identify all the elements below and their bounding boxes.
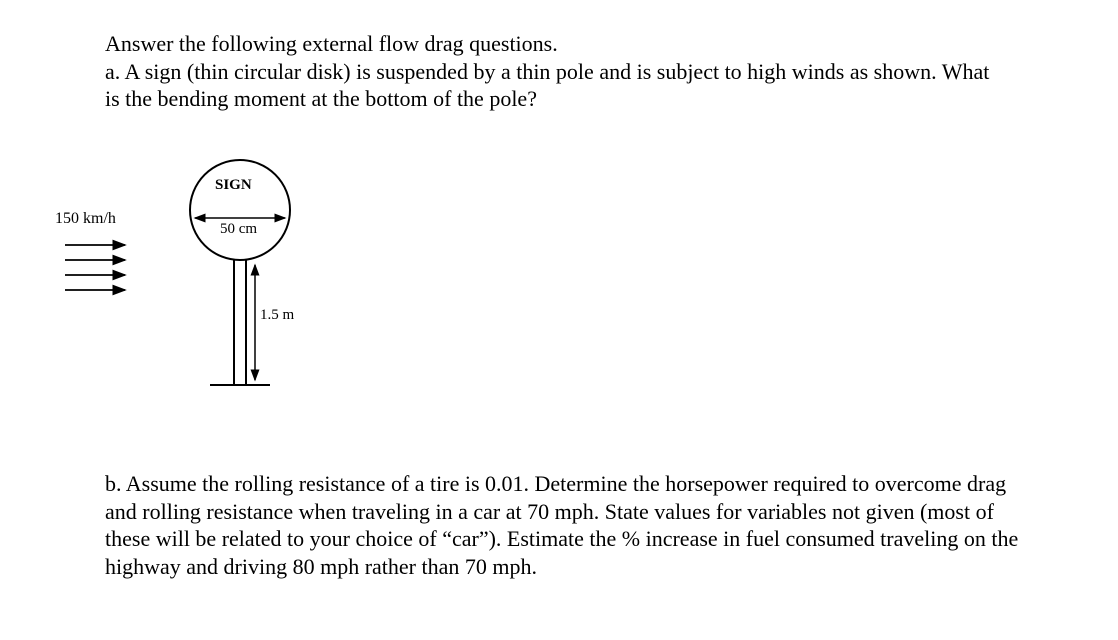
sign-diameter-label: 50 cm	[220, 221, 257, 238]
part-b-block: b. Assume the rolling resistance of a ti…	[105, 470, 1025, 580]
diagram-svg	[55, 155, 315, 405]
intro-line2: a. A sign (thin circular disk) is suspen…	[105, 59, 989, 112]
sign-circle	[190, 160, 290, 260]
intro-line1: Answer the following external flow drag …	[105, 31, 558, 56]
part-b-text: b. Assume the rolling resistance of a ti…	[105, 471, 1018, 579]
sign-diagram: 150 km/h SIGN 50 cm 1.5 m	[55, 155, 315, 405]
intro-block: Answer the following external flow drag …	[105, 30, 1005, 113]
pole-height-label: 1.5 m	[260, 307, 294, 324]
sign-text: SIGN	[215, 177, 252, 194]
wind-arrows	[65, 245, 125, 290]
